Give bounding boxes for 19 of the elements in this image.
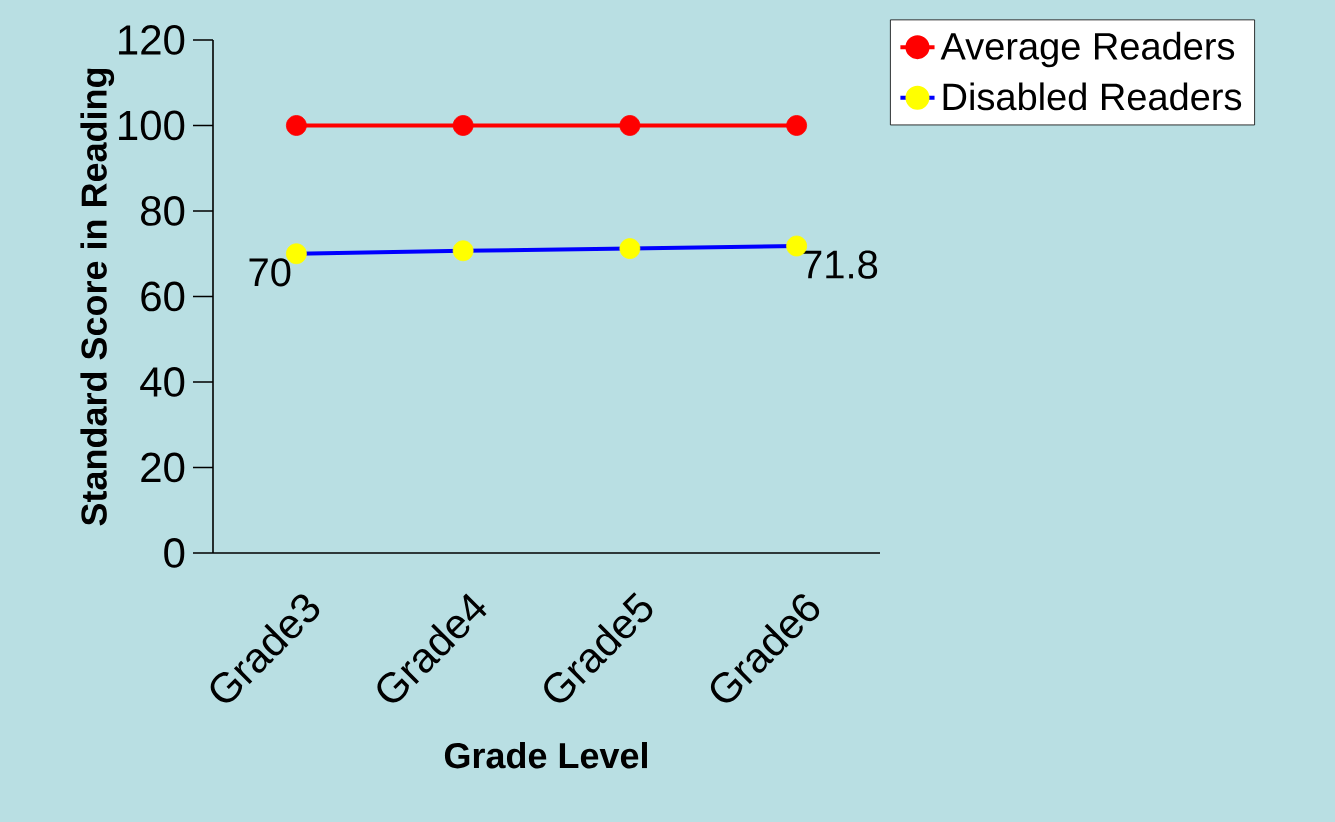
point [452, 240, 474, 262]
data-label: 70 [249, 258, 291, 287]
point [285, 115, 307, 136]
y-axis-title: Standard Score in Reading [80, 68, 115, 526]
y-tick-label: 120 [119, 25, 185, 55]
y-tick-label: 0 [164, 538, 185, 568]
y-tick-label: 40 [140, 367, 185, 397]
legend-label: Disabled Readers [943, 82, 1242, 111]
point [786, 115, 808, 136]
point [619, 115, 641, 136]
y-tick-label: 80 [141, 196, 185, 226]
x-axis-title: Grade Level [444, 741, 647, 769]
y-tick-label: 60 [141, 281, 185, 312]
point [619, 238, 641, 259]
legend-label: Average Readers [940, 31, 1235, 68]
data-label: 71.8 [803, 250, 878, 279]
y-tick-label: 100 [119, 110, 185, 141]
y-tick-label: 20 [141, 452, 185, 483]
point [452, 115, 474, 136]
